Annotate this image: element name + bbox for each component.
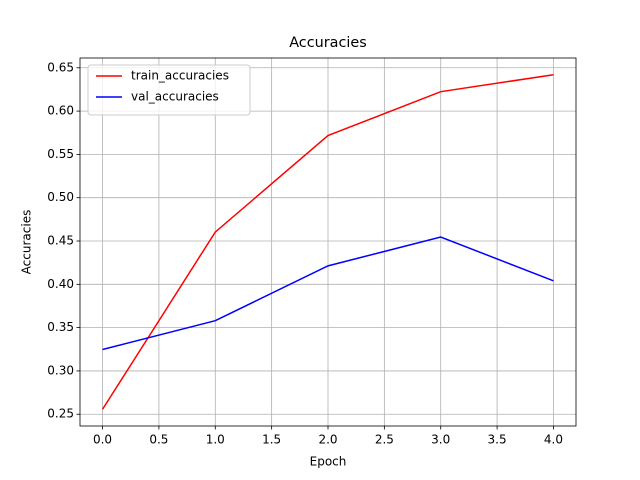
legend-label: train_accuracies — [131, 69, 229, 83]
x-tick-label: 1.5 — [262, 433, 281, 447]
x-tick-label: 0.0 — [93, 433, 112, 447]
y-tick-label: 0.25 — [47, 407, 74, 421]
x-tick-label: 3.0 — [431, 433, 450, 447]
x-axis-label: Epoch — [310, 455, 347, 469]
y-tick-label: 0.65 — [47, 60, 74, 74]
y-tick-label: 0.55 — [47, 147, 74, 161]
y-tick-label: 0.30 — [47, 363, 74, 377]
y-tick-label: 0.40 — [47, 277, 74, 291]
y-tick-label: 0.50 — [47, 190, 74, 204]
plot-frame — [79, 57, 577, 427]
data-line — [101, 73, 554, 410]
y-axis-label: Accuracies — [20, 210, 34, 275]
legend-box — [87, 64, 251, 116]
y-tick-label: 0.45 — [47, 234, 74, 248]
x-tick-label: 2.0 — [318, 433, 337, 447]
x-tick-label: 0.5 — [149, 433, 168, 447]
y-tick-label: 0.60 — [47, 104, 74, 118]
x-tick-label: 4.0 — [544, 433, 563, 447]
y-tick-label: 0.35 — [47, 320, 74, 334]
chart-title: Accuracies — [289, 35, 367, 51]
data-line — [102, 236, 554, 351]
x-tick-label: 3.5 — [488, 433, 507, 447]
x-tick-label: 2.5 — [375, 433, 394, 447]
x-tick-label: 1.0 — [206, 433, 225, 447]
legend-label: val_accuracies — [131, 90, 219, 104]
